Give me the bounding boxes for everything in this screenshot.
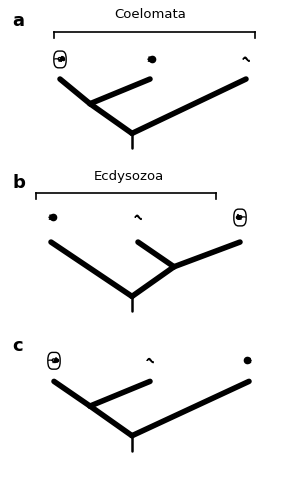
Ellipse shape [248,360,249,361]
Ellipse shape [248,362,250,363]
Ellipse shape [49,217,51,218]
Ellipse shape [248,358,250,360]
Circle shape [151,58,152,60]
Circle shape [238,214,239,216]
Circle shape [52,216,53,218]
Circle shape [61,58,63,60]
Text: Coelomata: Coelomata [114,8,186,21]
Circle shape [61,56,62,58]
Text: b: b [12,174,25,192]
FancyBboxPatch shape [234,209,246,226]
Ellipse shape [149,60,152,61]
Circle shape [237,216,239,218]
Ellipse shape [150,59,151,60]
Text: c: c [12,337,22,355]
Ellipse shape [249,360,251,361]
Ellipse shape [58,58,62,60]
Text: Ecdysozoa: Ecdysozoa [94,170,164,183]
Circle shape [55,359,57,361]
FancyBboxPatch shape [54,51,66,68]
Polygon shape [147,359,153,362]
Ellipse shape [50,215,52,216]
Ellipse shape [149,57,152,58]
Ellipse shape [51,217,52,218]
Ellipse shape [50,218,52,219]
FancyBboxPatch shape [48,352,60,369]
Ellipse shape [52,359,56,361]
Ellipse shape [148,59,150,60]
Circle shape [247,360,248,361]
Polygon shape [135,215,141,219]
Text: a: a [12,12,24,30]
Ellipse shape [238,216,242,218]
Polygon shape [243,57,249,61]
